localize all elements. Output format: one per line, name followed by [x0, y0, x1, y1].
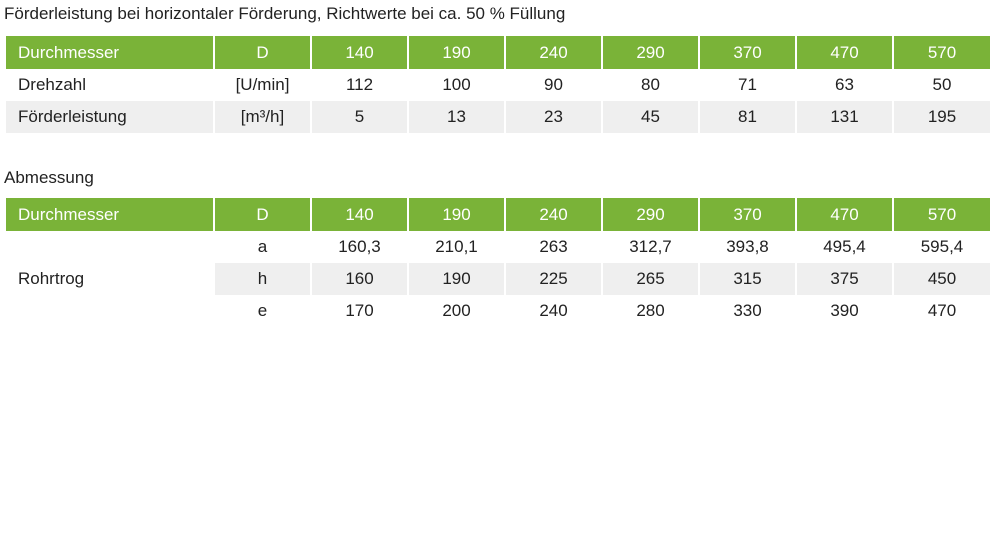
- table-cell: 390: [830, 301, 859, 320]
- table-cell: 160: [312, 263, 407, 295]
- header-cell: 570: [894, 198, 990, 231]
- dimensions-table: Durchmesser D 140 190 240 290 370 470 57…: [4, 198, 990, 327]
- header-cell: 290: [603, 198, 698, 231]
- header-cell: D: [215, 198, 310, 231]
- header-cell: 370: [700, 36, 795, 69]
- table-row: h 160 190 225 265 315 375 450: [6, 263, 990, 295]
- table2-caption: Abmessung: [4, 168, 94, 187]
- table-cell: 160,3: [338, 237, 381, 256]
- row-param: a: [257, 237, 268, 256]
- table-cell: 131: [797, 101, 892, 133]
- row-param: e: [257, 301, 268, 320]
- table-cell: 225: [506, 263, 601, 295]
- header-cell: 190: [409, 36, 504, 69]
- row-param: h: [215, 263, 310, 295]
- table-cell: 312,7: [629, 237, 672, 256]
- table-cell: 315: [700, 263, 795, 295]
- table-row: Förderleistung [m³/h] 5 13 23 45 81 131 …: [6, 101, 990, 133]
- table-cell: 470: [927, 301, 957, 320]
- table-cell: 595,4: [920, 237, 964, 256]
- header-cell: 140: [312, 36, 407, 69]
- table-cell: 50: [932, 75, 952, 94]
- table-cell: 495,4: [823, 237, 866, 256]
- table-cell: 200: [442, 301, 471, 320]
- table-cell: 375: [797, 263, 892, 295]
- header-cell: 290: [603, 36, 698, 69]
- header-cell: 570: [894, 36, 990, 69]
- table-cell: 240: [539, 301, 568, 320]
- row-label: Förderleistung: [6, 101, 213, 133]
- table-row: Drehzahl [U/min] 112 100 90 80 71 63 50: [6, 69, 990, 101]
- table-cell: 393,8: [726, 237, 769, 256]
- header-cell: Durchmesser: [6, 36, 213, 69]
- table-cell: 170: [345, 301, 374, 320]
- table-cell: 23: [506, 101, 601, 133]
- table-cell: 263: [539, 237, 568, 256]
- table-cell: 265: [603, 263, 698, 295]
- header-cell: D: [215, 36, 310, 69]
- row-unit: [U/min]: [235, 75, 290, 94]
- table-header-row: Durchmesser D 140 190 240 290 370 470 57…: [6, 36, 990, 69]
- table-cell: 112: [345, 75, 374, 94]
- table1-caption: Förderleistung bei horizontaler Förderun…: [4, 4, 566, 23]
- table-cell: 190: [409, 263, 504, 295]
- conveying-capacity-table: Durchmesser D 140 190 240 290 370 470 57…: [4, 36, 990, 133]
- header-cell: Durchmesser: [6, 198, 213, 231]
- table-row: Rohrtrog a 160,3 210,1 263 312,7 393,8 4…: [6, 231, 990, 288]
- header-cell: 140: [312, 198, 407, 231]
- table-cell: 450: [894, 263, 990, 295]
- row-label: Drehzahl: [18, 75, 87, 94]
- table-cell: 90: [544, 75, 563, 94]
- table-row: e 170 200 240 280 330 390 470: [6, 295, 990, 327]
- table-cell: 45: [603, 101, 698, 133]
- table-cell: 81: [700, 101, 795, 133]
- table-cell: 80: [641, 75, 660, 94]
- header-cell: 240: [506, 198, 601, 231]
- header-cell: 190: [409, 198, 504, 231]
- group-label: Rohrtrog: [18, 269, 85, 288]
- table-cell: 195: [894, 101, 990, 133]
- table-header-row: Durchmesser D 140 190 240 290 370 470 57…: [6, 198, 990, 231]
- table-cell: 5: [312, 101, 407, 133]
- table-cell: 280: [636, 301, 665, 320]
- table-cell: 71: [738, 75, 757, 94]
- header-cell: 470: [797, 36, 892, 69]
- header-cell: 470: [797, 198, 892, 231]
- row-unit: [m³/h]: [215, 101, 310, 133]
- table-cell: 63: [835, 75, 854, 94]
- table-cell: 13: [409, 101, 504, 133]
- header-cell: 240: [506, 36, 601, 69]
- table-cell: 210,1: [435, 237, 478, 256]
- table-cell: 330: [733, 301, 762, 320]
- table-cell: 100: [442, 75, 471, 94]
- header-cell: 370: [700, 198, 795, 231]
